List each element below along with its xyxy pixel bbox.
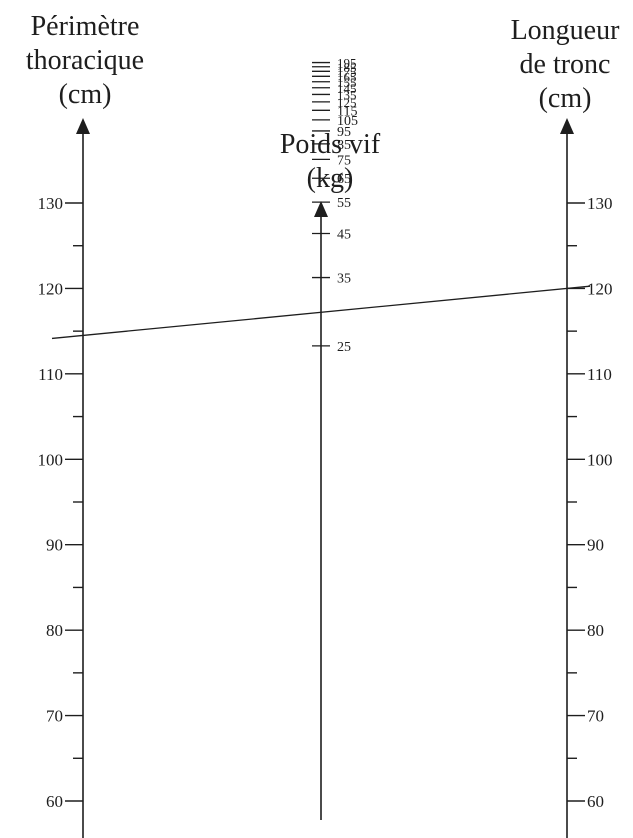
left-axis-arrow-icon	[76, 118, 90, 134]
right-scale-title: Longueur de tronc (cm)	[490, 14, 633, 116]
left-scale-label-80: 80	[46, 621, 63, 640]
left-scale-label-70: 70	[46, 707, 63, 726]
right-scale-label-60: 60	[587, 792, 604, 811]
left-title-line-2: thoracique	[25, 45, 145, 76]
nomogram-ticks	[65, 61, 585, 802]
right-scale-label-110: 110	[587, 365, 612, 384]
middle-scale-label-145: 145	[337, 81, 357, 96]
left-scale-title: Périmètre thoracique (cm)	[0, 10, 170, 112]
middle-scale-label-75: 75	[337, 153, 351, 168]
middle-scale-label-175: 175	[337, 64, 357, 79]
middle-scale-label-165: 165	[337, 69, 357, 84]
middle-scale-label-45: 45	[337, 228, 351, 243]
middle-scale-label-25: 25	[337, 340, 351, 355]
left-scale-label-100: 100	[38, 450, 64, 469]
middle-scale-label-105: 105	[337, 114, 358, 129]
right-title-line-2: de tronc	[519, 49, 611, 80]
left-scale-label-60: 60	[46, 792, 63, 811]
middle-scale-label-135: 135	[337, 87, 357, 102]
left-title-line-3: (cm)	[58, 79, 112, 110]
right-scale-label-100: 100	[587, 450, 613, 469]
middle-scale-label-55: 55	[337, 196, 351, 211]
middle-axis-arrow-icon	[314, 201, 328, 217]
left-scale-label-130: 130	[38, 194, 64, 213]
right-scale-label-120: 120	[587, 279, 613, 298]
left-scale-label-110: 110	[38, 365, 63, 384]
middle-scale-label-95: 95	[337, 125, 351, 140]
right-title-line-3: (cm)	[538, 83, 592, 114]
right-scale-label-80: 80	[587, 621, 604, 640]
right-scale-label-90: 90	[587, 536, 604, 555]
left-scale-label-120: 120	[38, 279, 64, 298]
reading-line	[51, 285, 591, 340]
reading-line-group	[51, 285, 591, 340]
left-scale-label-90: 90	[46, 536, 63, 555]
middle-scale-label-155: 155	[337, 75, 357, 90]
right-axis-arrow-icon	[560, 118, 574, 134]
left-title-line-1: Périmètre	[30, 11, 140, 42]
middle-scale-label-65: 65	[337, 172, 351, 187]
middle-scale-label-35: 35	[337, 272, 351, 287]
right-scale-label-130: 130	[587, 194, 613, 213]
right-scale-label-70: 70	[587, 707, 604, 726]
middle-scale-label-125: 125	[337, 95, 357, 110]
middle-scale-label-115: 115	[337, 104, 357, 119]
middle-scale-label-195: 195	[337, 56, 357, 71]
middle-scale-label-85: 85	[337, 138, 351, 153]
nomogram-tick-labels: 130 120 110 100 90 80 70 60 130 120 110 100 90 80 70 60…	[38, 56, 613, 811]
right-title-line-1: Longueur	[510, 15, 620, 46]
nomogram-axes	[76, 118, 574, 838]
middle-scale-label-185: 185	[337, 60, 357, 75]
